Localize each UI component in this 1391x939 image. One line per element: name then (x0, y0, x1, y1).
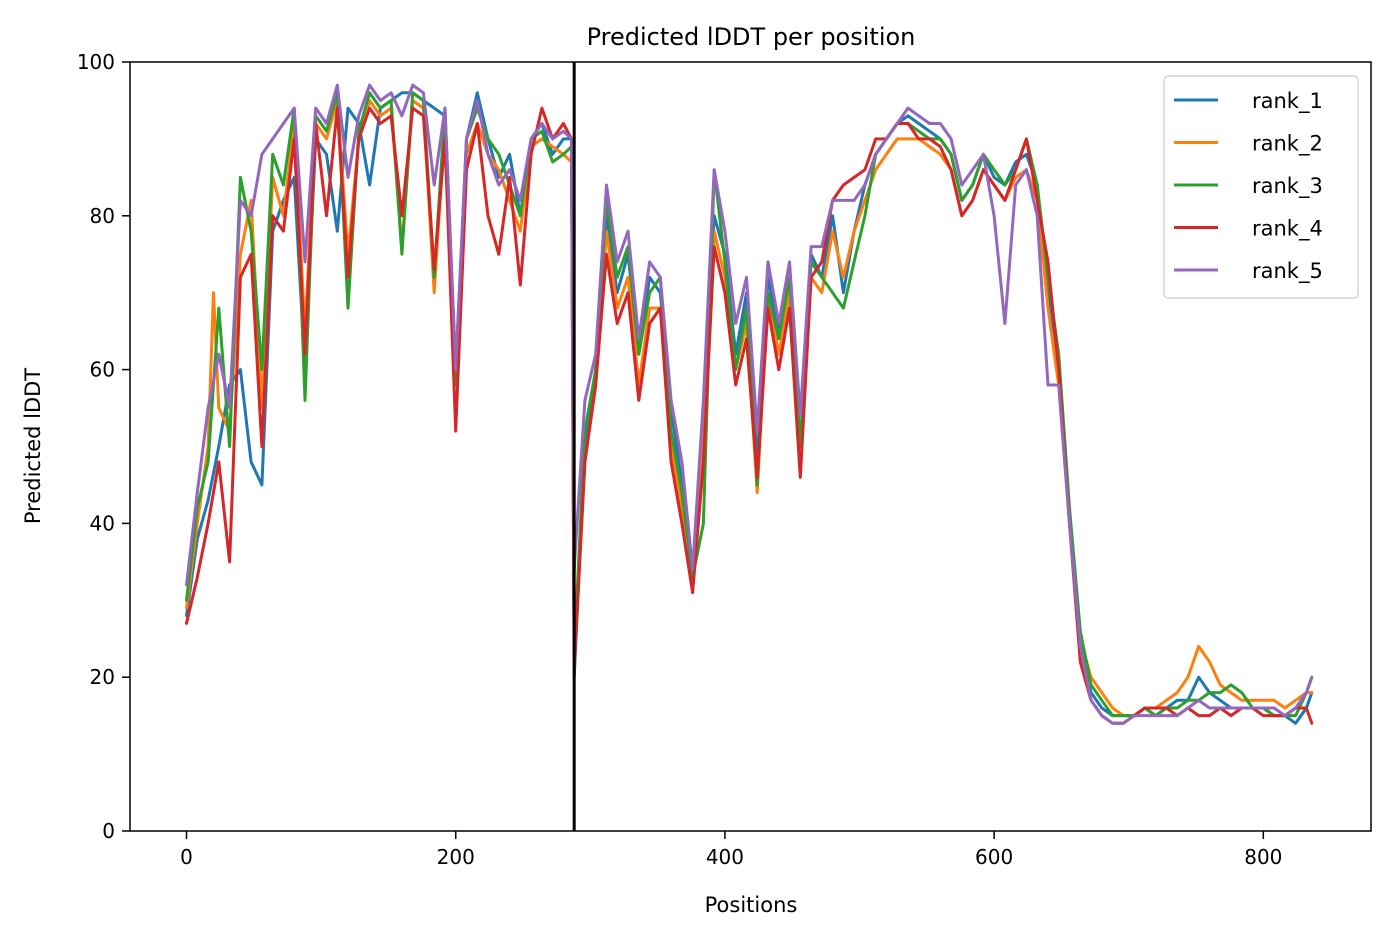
legend-label-rank-5: rank_5 (1252, 259, 1323, 284)
series-line-rank-5 (185, 83, 1314, 725)
axes-frame (129, 61, 1372, 832)
legend: rank_1 rank_2 rank_3 rank_4 rank_5 (1163, 75, 1359, 299)
legend-label-rank-3: rank_3 (1252, 174, 1323, 199)
legend-label-rank-1: rank_1 (1252, 89, 1323, 114)
x-axis: 0 200 400 600 800 (180, 831, 1282, 869)
x-tick-label: 200 (437, 845, 475, 869)
y-tick-label: 40 (90, 511, 115, 535)
y-tick-label: 100 (77, 50, 115, 74)
y-tick-label: 0 (102, 819, 115, 843)
x-axis-label: Positions (705, 893, 798, 917)
legend-entries: rank_1 rank_2 rank_3 rank_4 rank_5 (1174, 89, 1323, 284)
x-tick-label: 0 (180, 845, 193, 869)
y-axis: 0 20 40 60 80 100 (77, 50, 130, 843)
x-tick-label: 600 (975, 845, 1013, 869)
x-tick-label: 400 (706, 845, 744, 869)
legend-box (1163, 75, 1359, 299)
y-tick-label: 20 (90, 665, 115, 689)
legend-label-rank-2: rank_2 (1252, 132, 1323, 157)
series-line-rank-3 (185, 91, 1314, 718)
y-tick-label: 80 (90, 204, 115, 228)
legend-label-rank-4: rank_4 (1252, 217, 1323, 242)
y-tick-label: 60 (90, 358, 115, 382)
plot-area (129, 61, 1372, 832)
x-tick-label: 800 (1244, 845, 1282, 869)
y-axis-label: Predicted lDDT (21, 368, 45, 524)
series-layer (185, 83, 1314, 725)
chart-title: Predicted lDDT per position (587, 23, 916, 51)
